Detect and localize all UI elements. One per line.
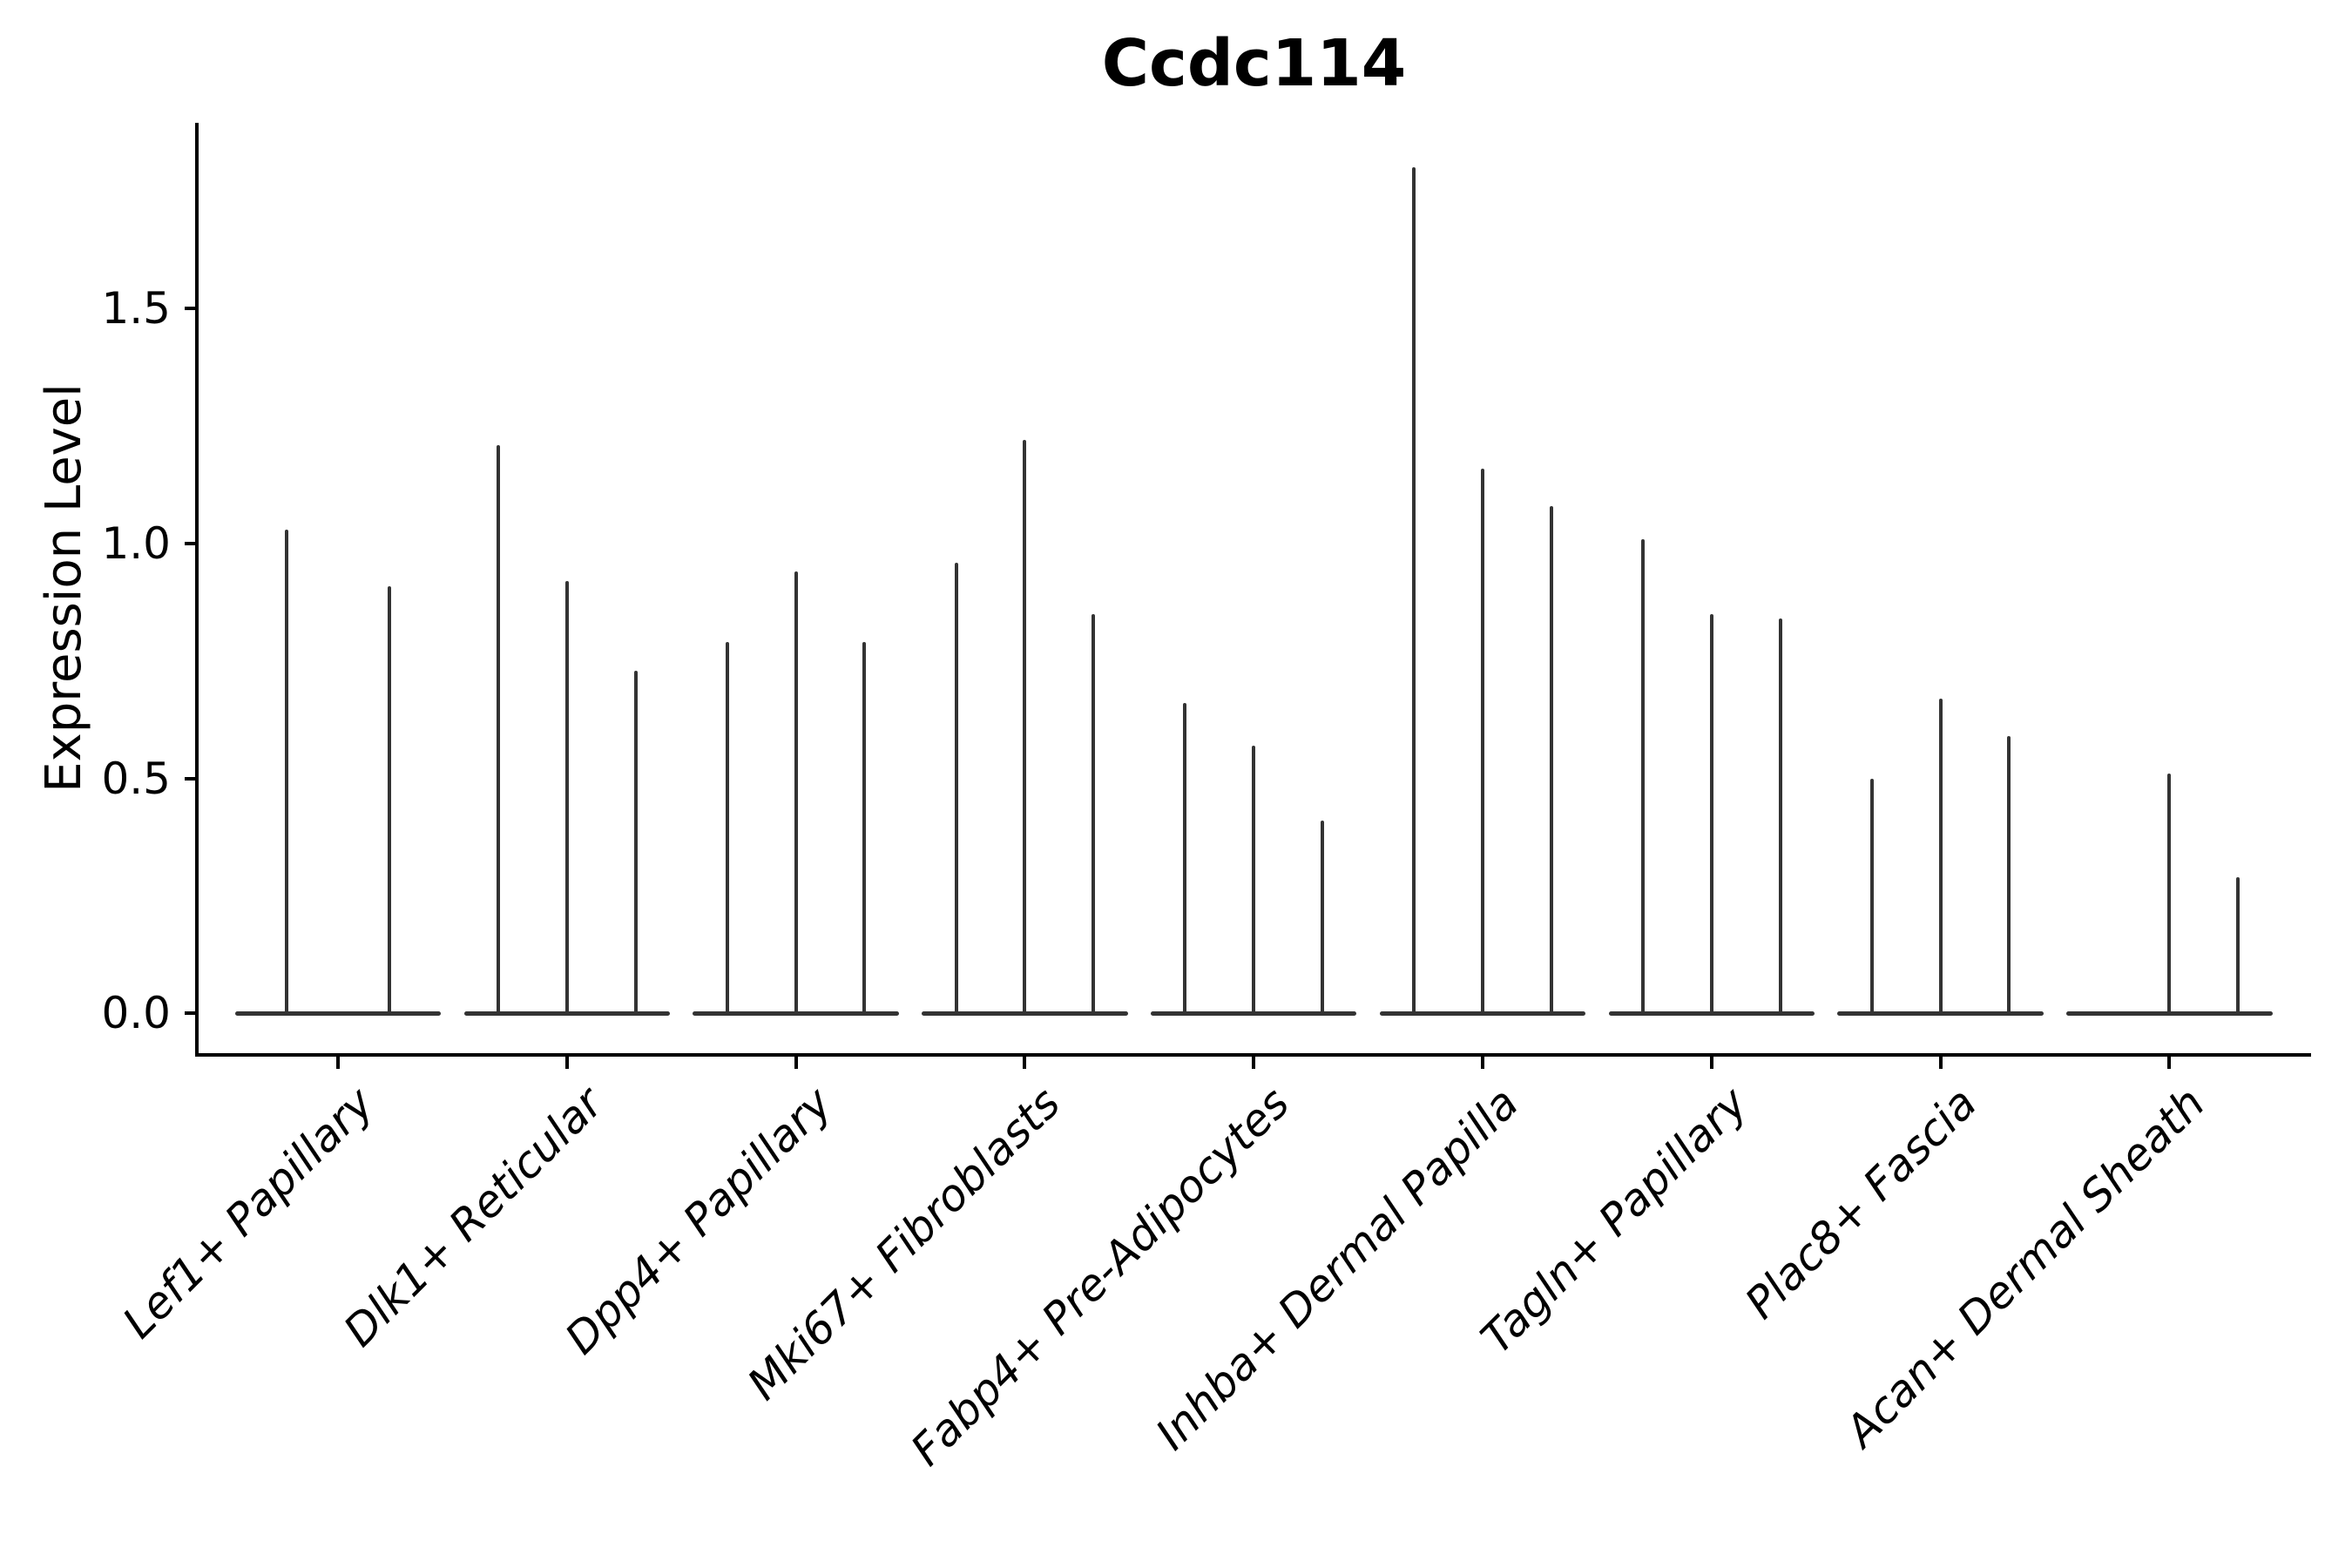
x-axis-spine: [195, 1053, 2311, 1057]
violin-spike: [2007, 736, 2011, 1014]
violin-spike: [1252, 745, 1256, 1014]
violin-spike: [1481, 468, 1484, 1014]
y-tick: [185, 1011, 197, 1016]
violin-spike: [564, 581, 569, 1014]
violin-spike: [1640, 538, 1645, 1014]
violin-spike: [954, 562, 958, 1014]
violin-spike: [1938, 699, 1943, 1014]
violin-spike: [1321, 821, 1325, 1014]
x-tick: [1252, 1057, 1256, 1069]
violin-spike: [1549, 505, 1553, 1014]
violin-spike: [2236, 876, 2240, 1014]
y-axis-spine: [195, 123, 199, 1057]
y-axis-label: Expression Level: [36, 383, 92, 793]
violin-baseline: [1379, 1010, 1586, 1016]
violin-baseline: [2066, 1010, 2273, 1016]
violin-spike: [794, 571, 798, 1014]
x-tick: [1481, 1057, 1484, 1069]
x-tick: [1938, 1057, 1943, 1069]
violin-spike: [496, 444, 500, 1014]
x-tick: [2167, 1057, 2172, 1069]
violin-baseline: [463, 1010, 671, 1016]
violin-spike: [2167, 774, 2172, 1014]
plot-title: Ccdc114: [1101, 26, 1407, 101]
x-tick: [336, 1057, 340, 1069]
violin-baseline: [1837, 1010, 2044, 1016]
violin-baseline: [234, 1010, 442, 1016]
violin-spike: [1092, 613, 1096, 1014]
violin-spike: [633, 670, 638, 1014]
violin-spike: [1709, 613, 1713, 1014]
violin-baseline: [922, 1010, 1128, 1016]
violin-baseline: [1150, 1010, 1357, 1016]
y-tick: [185, 776, 197, 781]
y-tick-label: 0.0: [101, 988, 171, 1039]
violin-spike: [1023, 440, 1027, 1014]
violin-baseline: [693, 1010, 899, 1016]
x-tick: [794, 1057, 798, 1069]
y-tick: [185, 542, 197, 545]
y-tick-label: 1.5: [101, 283, 171, 335]
y-tick-label: 1.0: [101, 518, 171, 569]
violin-spike: [1183, 703, 1187, 1014]
violin-spike: [725, 642, 729, 1014]
y-tick: [185, 307, 197, 311]
violin-spike: [1412, 167, 1416, 1014]
violin-baseline: [1608, 1010, 1815, 1016]
violin-spike: [1778, 618, 1782, 1014]
violin-spike: [862, 642, 867, 1014]
y-tick-label: 0.5: [101, 753, 171, 804]
x-tick: [1023, 1057, 1027, 1069]
violin-spike: [388, 585, 392, 1014]
violin-spike: [1869, 778, 1874, 1014]
violin-spike: [284, 529, 288, 1014]
x-tick: [564, 1057, 569, 1069]
x-tick: [1709, 1057, 1713, 1069]
